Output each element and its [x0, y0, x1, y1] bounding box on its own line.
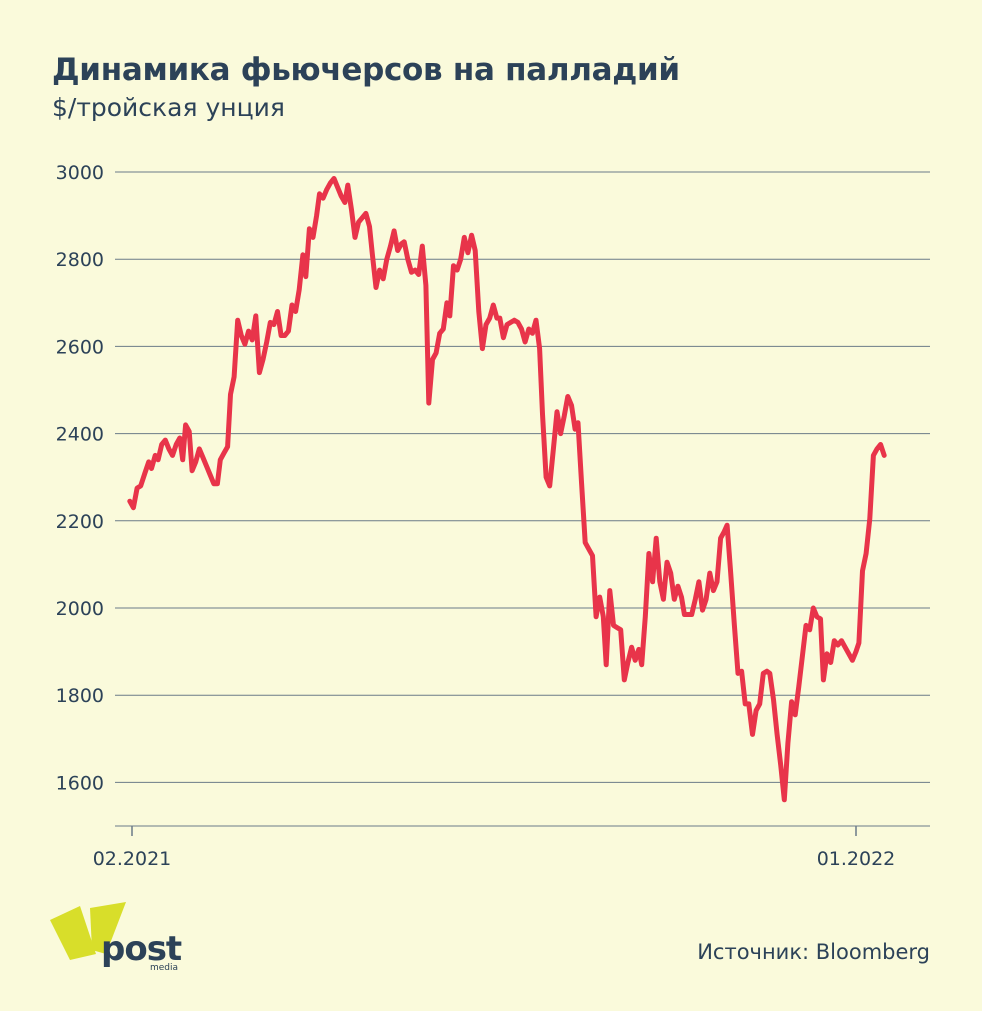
logo-subtext: media [150, 963, 179, 973]
y-axis-tick-labels: 1600 1800 2000 2200 2400 2600 2800 3000 [56, 162, 104, 794]
series-group [127, 176, 887, 803]
gridlines [115, 171, 930, 783]
x-tick-label: 02.2021 [93, 848, 172, 870]
x-tick-label: 01.2022 [817, 848, 896, 870]
y-tick-label: 2400 [56, 424, 104, 446]
y-tick-label: 1600 [56, 772, 104, 794]
y-tick-label: 2000 [56, 598, 104, 620]
source-note: Источник: Bloomberg [697, 940, 930, 964]
postmedia-logo [50, 902, 126, 960]
logo-text: post [101, 929, 182, 969]
logo-yellow-shape-left [50, 906, 96, 960]
x-axis: 02.2021 01.2022 [93, 825, 930, 870]
y-tick-label: 2200 [56, 511, 104, 533]
y-tick-label: 2600 [56, 336, 104, 358]
logo-yellow-shape-right [90, 902, 126, 954]
y-tick-label: 3000 [56, 162, 104, 184]
y-tick-label: 2800 [56, 249, 104, 271]
chart-title: Динамика фьючерсов на палладий [52, 52, 680, 88]
series-line-palladium [127, 176, 887, 803]
chart-subtitle: $/тройская унция [52, 93, 285, 122]
y-tick-label: 1800 [56, 685, 104, 707]
